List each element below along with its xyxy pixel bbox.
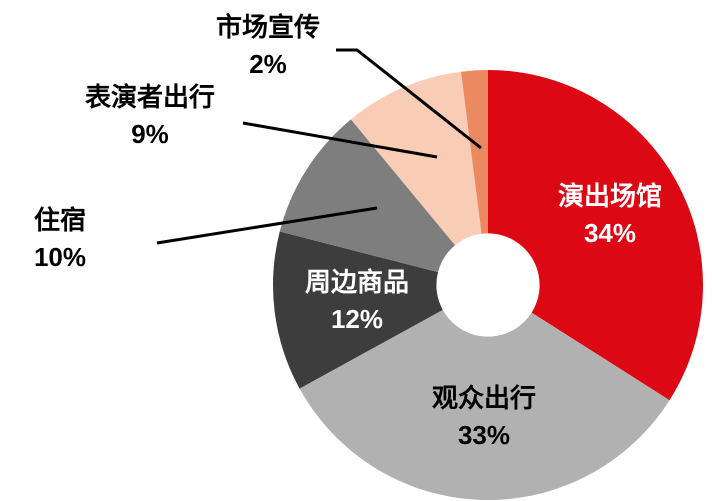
pie-segment-3 bbox=[279, 119, 456, 273]
leader-line-marketing bbox=[336, 48, 482, 150]
leader-lines bbox=[156, 48, 482, 245]
pie-segments bbox=[272, 70, 703, 501]
pie-segment-2 bbox=[272, 231, 443, 389]
leader-line-accommodation bbox=[156, 206, 378, 245]
leader-line-performer-travel bbox=[242, 121, 438, 159]
pie-segment-1 bbox=[299, 309, 670, 501]
pie-segment-5 bbox=[461, 70, 488, 234]
pie-segment-4 bbox=[350, 71, 482, 246]
pie-segment-0 bbox=[488, 70, 703, 401]
